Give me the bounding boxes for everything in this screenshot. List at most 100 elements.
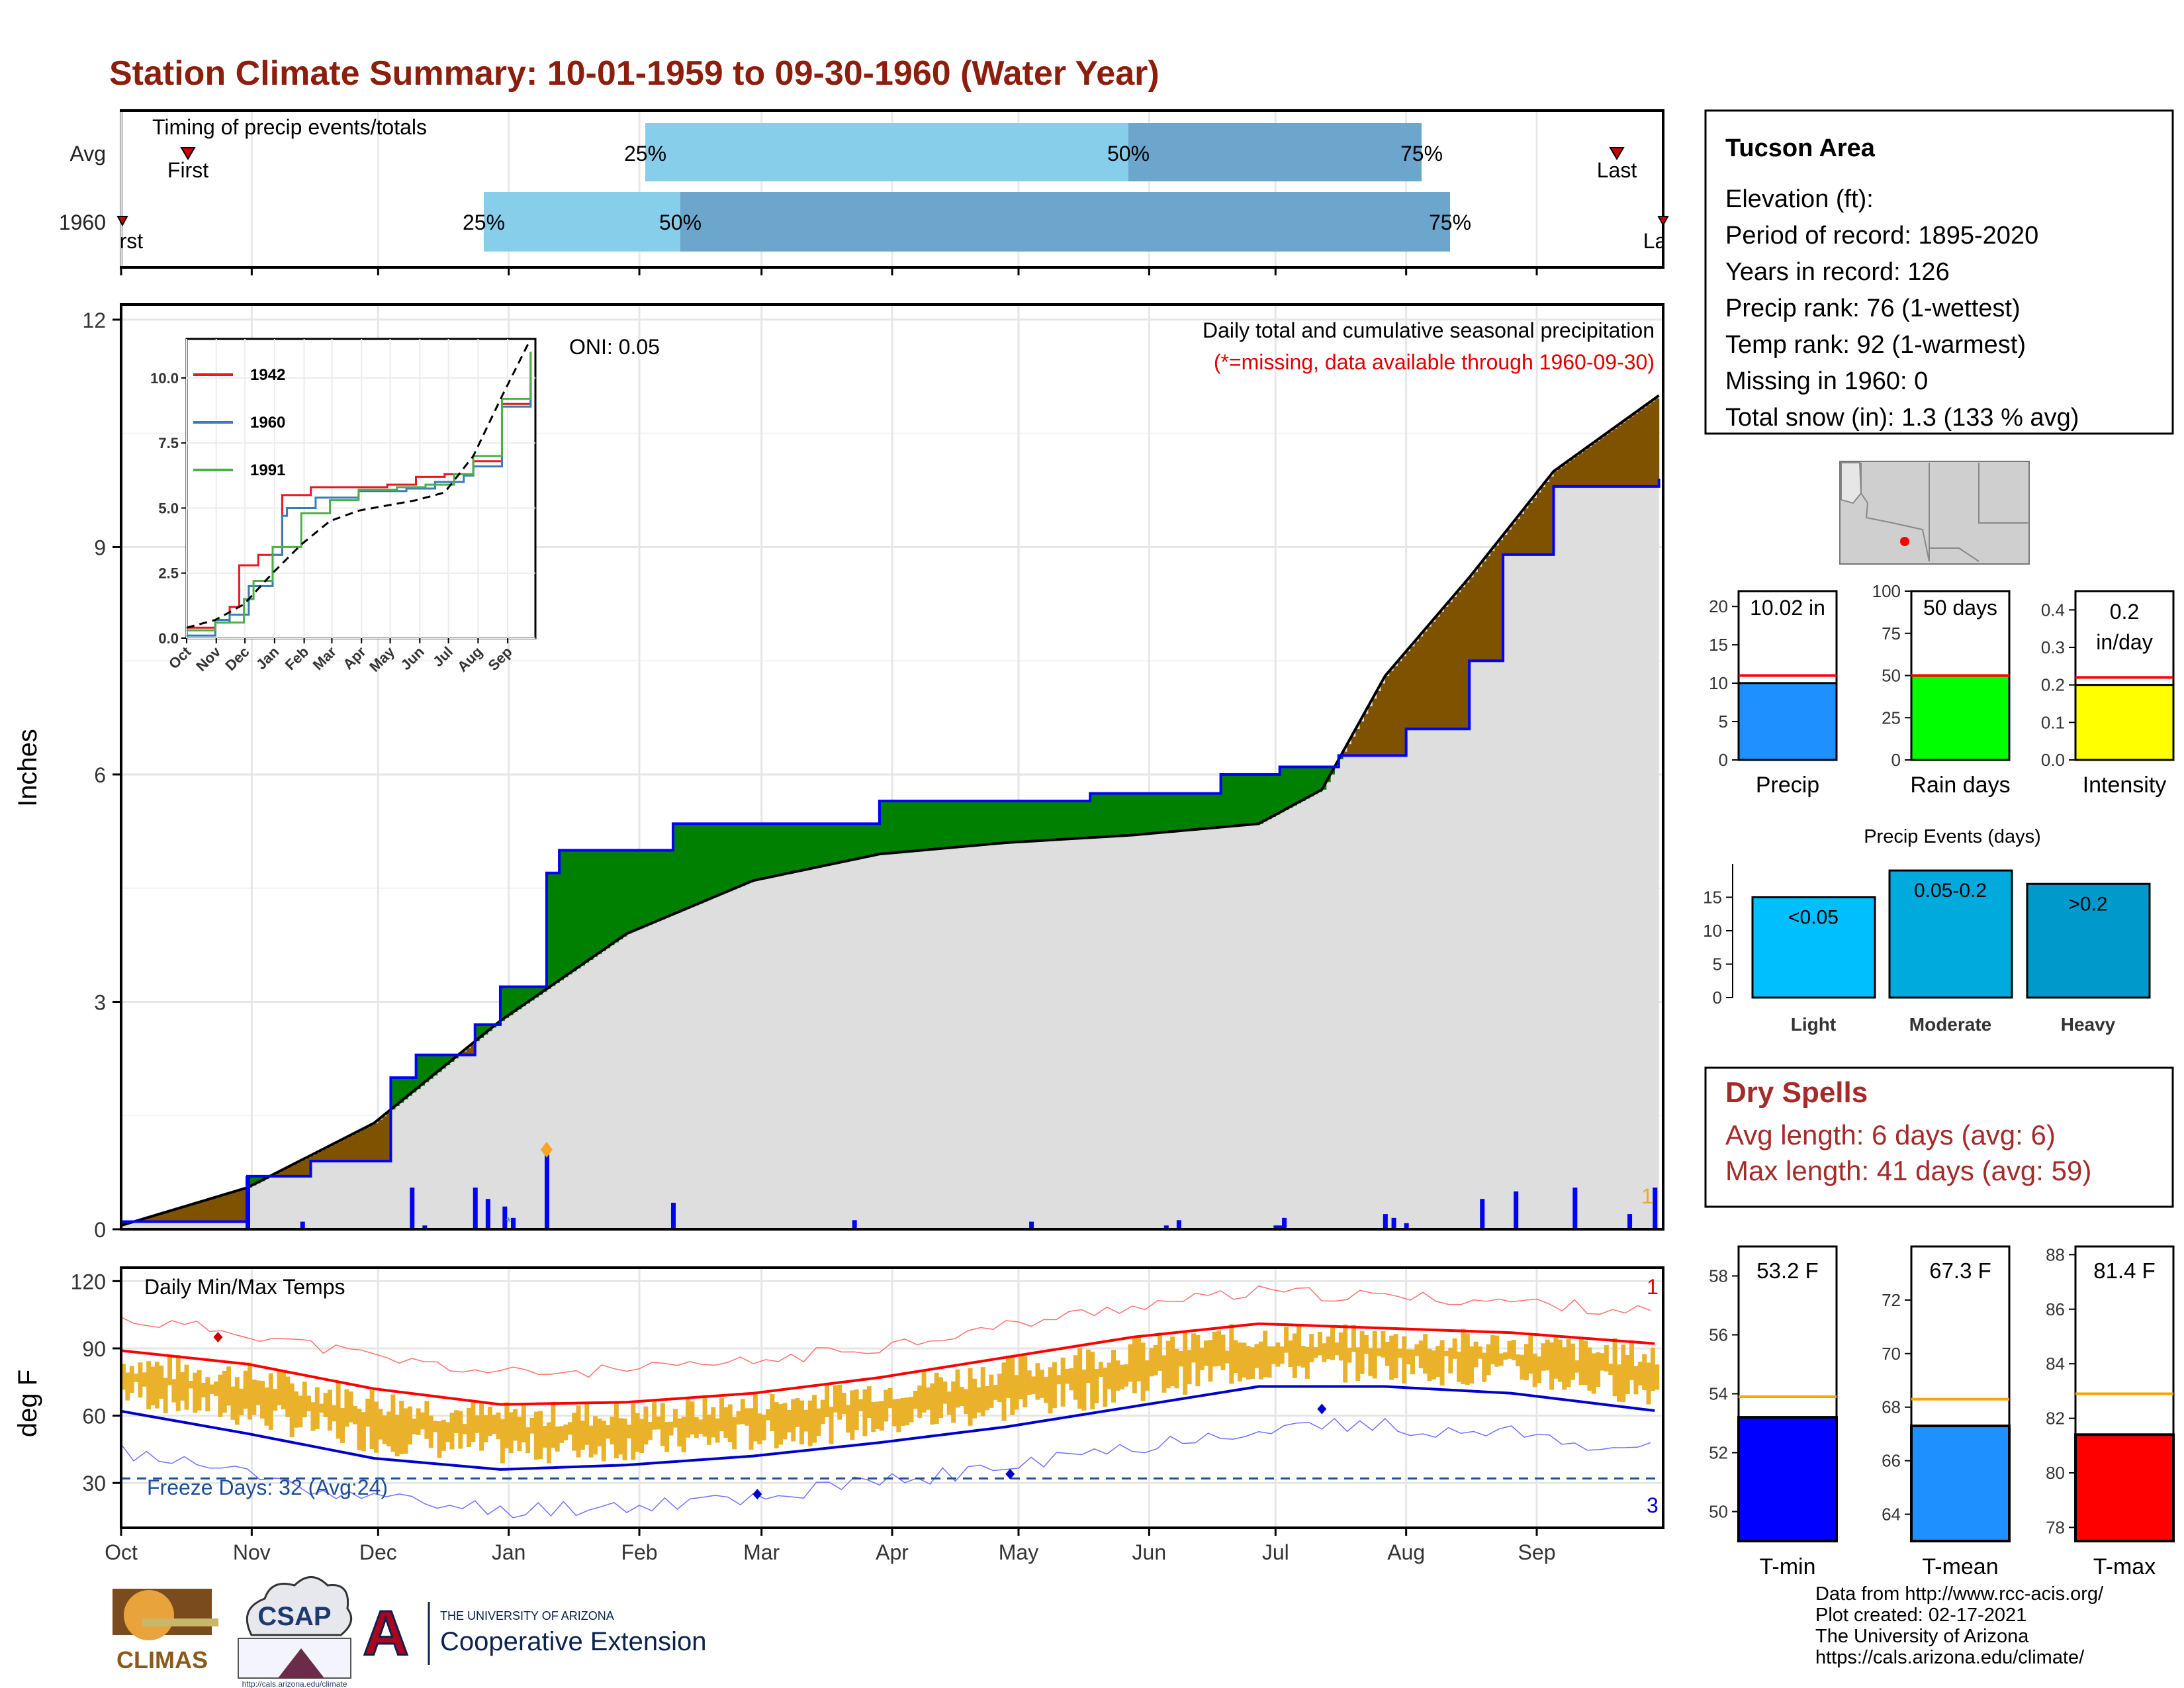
station-name: Tucson Area — [1725, 134, 1876, 162]
temp-daily-bar-282 — [1309, 1334, 1314, 1362]
temp-daily-bar-258 — [1208, 1340, 1213, 1382]
precip-anomaly-63 — [387, 1113, 392, 1161]
temp-daily-bar-355 — [1616, 1364, 1621, 1402]
precip-anomaly-140 — [711, 823, 716, 898]
temp-daily-bar-91 — [504, 1402, 510, 1448]
precip-anomaly-139 — [706, 823, 711, 900]
temp-daily-bar-347 — [1583, 1340, 1588, 1385]
precip-anomaly-135 — [690, 823, 695, 908]
events-bar-1 — [1888, 869, 2013, 999]
temp-daily-bar-188 — [913, 1391, 918, 1409]
precip-anomaly-221 — [1052, 801, 1057, 840]
legend-1960-label: 1960 — [250, 414, 285, 432]
temp-daily-bar-26 — [230, 1386, 236, 1420]
precip-anomaly-182 — [887, 801, 893, 854]
precip-anomaly-281 — [1304, 767, 1310, 799]
precip-anomaly-53 — [344, 1138, 349, 1161]
precip-anomaly-41 — [294, 1164, 298, 1176]
temp-daily-bar-76 — [441, 1419, 446, 1451]
temp-extreme-marker-3 — [1317, 1403, 1327, 1415]
temp-daily-bar-315 — [1448, 1347, 1453, 1374]
month-label-11: Sep — [1518, 1540, 1556, 1564]
precip-anomaly-200 — [964, 801, 969, 847]
temp-daily-bar-144 — [727, 1404, 733, 1442]
temp-daily-bar-359 — [1633, 1366, 1639, 1395]
temp-daily-bar-291 — [1347, 1347, 1352, 1363]
precip-anomaly-234 — [1107, 793, 1112, 837]
temp-daily-bar-170 — [837, 1384, 842, 1420]
precip-anomaly-81 — [462, 1051, 467, 1055]
precip-anomaly-301 — [1389, 671, 1394, 756]
temp-daily-bar-297 — [1372, 1331, 1377, 1379]
precip-anomaly-359 — [1633, 413, 1639, 487]
avg-pct-25: 25% — [624, 142, 666, 165]
temp-daily-bar-94 — [517, 1417, 522, 1452]
temp-ylabel: deg F — [13, 1370, 42, 1437]
temp-daily-bar-114 — [601, 1421, 606, 1462]
precip-anomaly-321 — [1473, 572, 1479, 661]
precip-anomaly-129 — [664, 850, 670, 918]
avg-pct-75: 75% — [1400, 142, 1443, 165]
precip-anomaly-156 — [778, 823, 784, 876]
precip-anomaly-85 — [479, 1024, 484, 1038]
precip-anomaly-201 — [968, 801, 973, 847]
precip-anomaly-104 — [559, 850, 565, 980]
temp-daily-bar-10 — [163, 1378, 168, 1413]
precip-anomaly-188 — [913, 801, 918, 851]
precip-anomaly-318 — [1461, 587, 1466, 729]
precip-anomaly-275 — [1279, 767, 1285, 813]
precip-anomaly-339 — [1549, 476, 1555, 555]
mini-bar-2 — [2074, 684, 2175, 761]
temp-daily-bar-322 — [1477, 1346, 1482, 1359]
temp-daily-bar-311 — [1431, 1350, 1436, 1380]
precip-anomaly-219 — [1044, 801, 1049, 841]
precip-anomaly-179 — [875, 823, 880, 855]
precip-anomaly-28 — [239, 1190, 244, 1222]
temp-daily-bar-256 — [1199, 1347, 1205, 1370]
precip-anomaly-91 — [504, 986, 510, 1018]
temp-daily-bar-293 — [1355, 1347, 1361, 1382]
precip-anomaly-120 — [626, 850, 631, 934]
temp-daily-bar-85 — [479, 1402, 484, 1451]
temp-daily-bar-324 — [1486, 1344, 1491, 1376]
temp-daily-bar-327 — [1498, 1353, 1504, 1366]
precip-anomaly-93 — [513, 986, 518, 1012]
month-label-9: Jul — [1262, 1540, 1289, 1564]
precip-max-marker — [540, 1141, 553, 1158]
precip-anomaly-303 — [1397, 661, 1402, 756]
temp-daily-bar-274 — [1275, 1342, 1281, 1367]
temp-daily-bar-82 — [467, 1407, 471, 1447]
ua-logo-letter: A — [363, 1598, 408, 1669]
precip-anomaly-175 — [858, 823, 864, 859]
y1960-bar-25-50 — [484, 192, 680, 252]
temp-daily-bar-177 — [866, 1386, 872, 1418]
mini-ytick-label-0-2: 10 — [1709, 673, 1728, 693]
precip-anomaly-150 — [752, 823, 758, 881]
temp-daily-bar-7 — [150, 1366, 156, 1405]
month-label-6: Apr — [876, 1540, 909, 1564]
temp-daily-bar-228 — [1081, 1369, 1087, 1411]
temp-min-note: 3 — [1647, 1493, 1659, 1517]
temp-record-high-line — [120, 1285, 1651, 1378]
precip-anomaly-315 — [1448, 602, 1453, 729]
temp-daily-bar-156 — [778, 1404, 784, 1445]
temp-daily-bar-261 — [1220, 1335, 1226, 1370]
precip-anomaly-325 — [1490, 551, 1495, 661]
precip-anomaly-37 — [277, 1172, 282, 1176]
precip-anomaly-132 — [677, 823, 682, 913]
temp-daily-bar-115 — [606, 1425, 611, 1439]
precip-anomaly-227 — [1077, 801, 1083, 839]
temp-ytick-label-2-4: 86 — [2046, 1299, 2065, 1319]
temp-daily-bar-345 — [1574, 1360, 1580, 1373]
precip-anomaly-206 — [989, 801, 994, 845]
precip-anomaly-121 — [631, 850, 636, 932]
events-category-2: Heavy — [2061, 1014, 2116, 1035]
timing-caption: Timing of precip events/totals — [152, 115, 427, 139]
temp-daily-bar-243 — [1144, 1360, 1150, 1391]
temp-ytick-label-0: 30 — [82, 1472, 106, 1495]
precip-anomaly-157 — [782, 823, 788, 874]
precip-anomaly-252 — [1183, 793, 1188, 831]
temp-daily-bar-53 — [344, 1389, 349, 1427]
precip-anomaly-202 — [972, 801, 977, 846]
temp-daily-bar-58 — [365, 1399, 371, 1427]
